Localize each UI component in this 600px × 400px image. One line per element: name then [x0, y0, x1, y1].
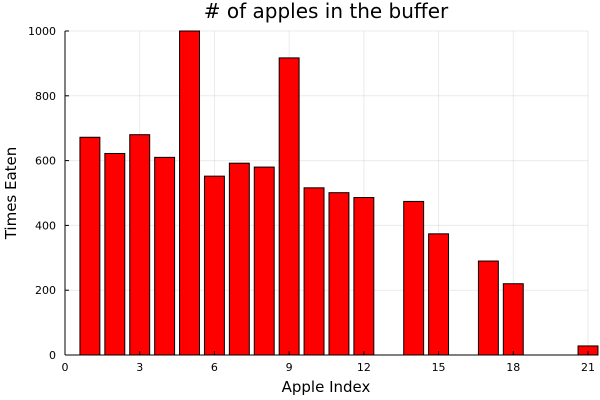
bar [278, 57, 300, 356]
bar [403, 200, 425, 356]
x-tick-label: 15 [432, 361, 446, 374]
x-axis-label: Apple Index [282, 378, 371, 396]
bar [179, 30, 200, 356]
y-tick-label: 0 [49, 349, 56, 362]
bar [328, 192, 350, 356]
bar [353, 197, 375, 356]
y-tick-label: 200 [35, 284, 56, 297]
x-tick-label: 0 [62, 361, 69, 374]
y-tick-label: 400 [35, 219, 56, 232]
x-tick-label: 12 [357, 361, 371, 374]
x-tick-label: 18 [506, 361, 520, 374]
bar [477, 260, 499, 356]
bar [253, 166, 275, 356]
x-tick-label: 6 [211, 361, 218, 374]
bar [79, 136, 101, 356]
bar [428, 233, 450, 356]
bar [303, 187, 325, 356]
x-tick-labels: 0 3 6 9 12 15 18 21 [62, 351, 595, 374]
grid [64, 30, 589, 356]
bar [203, 175, 225, 356]
x-tick-label: 21 [581, 361, 595, 374]
x-tick-label: 9 [286, 361, 293, 374]
bar [129, 134, 151, 356]
bars [79, 30, 599, 356]
bar [104, 152, 126, 356]
y-tick-label: 800 [35, 90, 56, 103]
x-tick-label: 3 [136, 361, 143, 374]
y-tick-label: 1000 [28, 25, 56, 38]
bar [502, 283, 524, 356]
chart-title: # of apples in the buffer [204, 0, 449, 23]
y-axis-label: Times Eaten [2, 147, 20, 241]
bar [228, 162, 250, 356]
y-tick-labels: 0 200 400 600 800 1000 [28, 25, 69, 362]
bar [154, 156, 176, 356]
y-tick-label: 600 [35, 155, 56, 168]
